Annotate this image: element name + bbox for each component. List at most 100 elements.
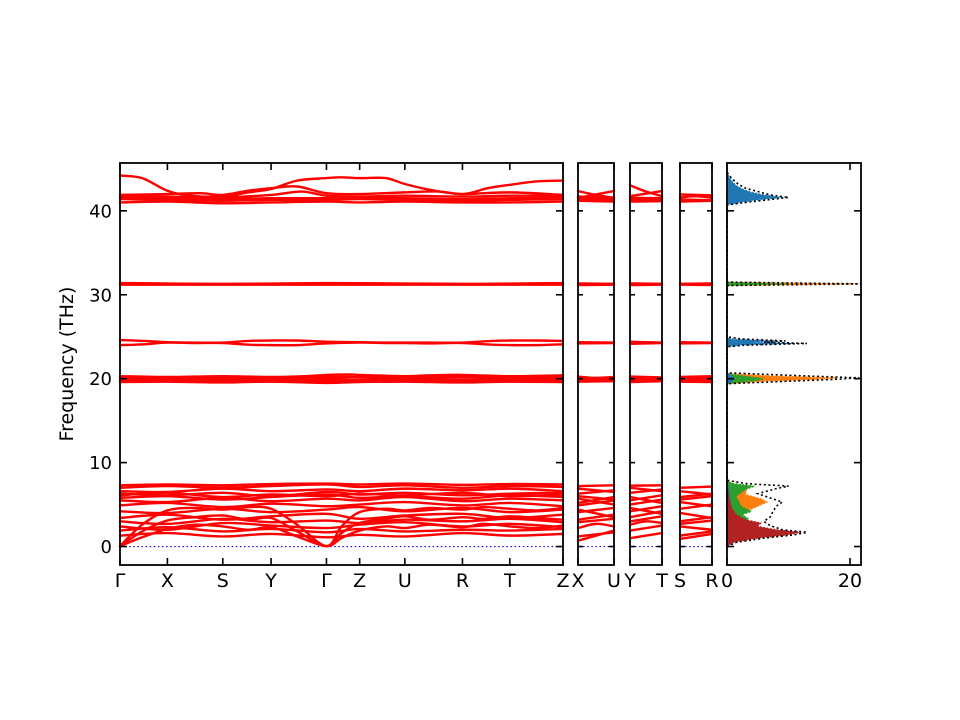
band-line <box>118 493 565 501</box>
dos-total-curve <box>726 171 862 548</box>
band-line <box>678 532 714 541</box>
band-line <box>118 185 565 197</box>
x-tick-label: T <box>503 570 516 592</box>
band-line <box>678 378 714 382</box>
band-line <box>118 522 565 548</box>
band-line <box>678 494 714 501</box>
band-line <box>576 484 616 488</box>
band-line <box>628 341 664 346</box>
x-tick-label: Y <box>264 570 277 592</box>
phonon-bands <box>678 193 714 541</box>
band-line <box>118 512 565 521</box>
x-tick-label: X <box>161 570 174 592</box>
band-line <box>118 520 565 531</box>
band-line <box>576 494 616 501</box>
band-line <box>118 174 565 199</box>
band-line <box>118 200 565 205</box>
x-tick-label: Z <box>353 570 366 592</box>
band-line <box>628 505 664 513</box>
band-line <box>118 517 565 526</box>
band-line <box>678 525 714 531</box>
band-line <box>576 529 616 542</box>
band-line <box>628 520 664 526</box>
x-tick-label: 20 <box>838 570 862 592</box>
band-line <box>678 199 714 203</box>
band-line <box>118 487 565 494</box>
x-tick-label: Z <box>556 570 569 592</box>
band-line <box>678 193 714 197</box>
x-tick-label: S <box>217 570 229 592</box>
phonon-bands <box>628 184 664 540</box>
band-line <box>118 495 565 504</box>
band-line <box>678 511 714 520</box>
x-tick-label: S <box>674 570 686 592</box>
band-line <box>576 517 616 524</box>
panel-frame <box>679 162 713 566</box>
x-tick-label: Y <box>623 570 636 592</box>
band-line <box>576 487 616 494</box>
band-line <box>118 526 565 534</box>
band-line <box>628 506 664 516</box>
band-line <box>576 197 616 201</box>
band-line <box>118 379 565 383</box>
band-line <box>576 199 616 203</box>
band-line <box>118 196 565 201</box>
y-tick-label: 30 <box>89 285 112 306</box>
y-tick-label: 10 <box>89 453 112 474</box>
band-line <box>628 498 664 506</box>
x-tick-label: U <box>398 570 412 592</box>
band-line <box>118 341 565 347</box>
y-axis-tick-labels: 0 10 20 30 40 <box>89 201 112 558</box>
x-tick-label: Γ <box>115 570 126 592</box>
band-line <box>628 515 664 523</box>
dos-panel: 0 20 <box>721 162 862 592</box>
band-line <box>678 519 714 526</box>
band-line <box>678 374 714 379</box>
band-line <box>628 531 664 540</box>
band-line <box>628 184 664 198</box>
panel-frame <box>629 162 663 566</box>
band-line <box>678 194 714 200</box>
dos-projected-curve <box>726 189 857 547</box>
band-line <box>628 494 664 502</box>
band-line <box>118 190 565 199</box>
panel-frame <box>577 162 615 566</box>
x-tick-label: U <box>607 570 621 592</box>
band-line <box>628 189 664 198</box>
band-line <box>576 497 616 506</box>
band-line <box>576 195 616 199</box>
band-line <box>576 506 616 514</box>
band-line <box>118 500 565 509</box>
x-tick-label: R <box>705 570 718 592</box>
x-tick-label: R <box>456 570 469 592</box>
x-tick-label: 0 <box>721 570 733 592</box>
band-line <box>628 524 664 532</box>
phonon-bands <box>118 174 565 548</box>
panel-frame <box>726 162 862 566</box>
y-tick-label: 40 <box>89 201 112 222</box>
phonon-bands <box>576 189 616 542</box>
y-tick-label: 0 <box>101 537 112 558</box>
band-line <box>118 482 565 487</box>
band-line <box>118 373 565 379</box>
band-line <box>576 522 616 530</box>
band-line <box>118 380 565 385</box>
band-line <box>628 495 664 505</box>
dos-projected-curve <box>726 483 801 548</box>
band-line <box>678 500 714 508</box>
band-line <box>118 490 565 498</box>
x-tick-label: Γ <box>321 570 332 592</box>
band-line <box>628 486 664 493</box>
y-tick-label: 20 <box>89 369 112 390</box>
band-line <box>576 499 616 507</box>
band-line <box>678 489 714 496</box>
panel-frame <box>119 162 564 566</box>
band-line <box>628 380 664 384</box>
x-tick-label: T <box>655 570 668 592</box>
band-line <box>118 531 565 539</box>
